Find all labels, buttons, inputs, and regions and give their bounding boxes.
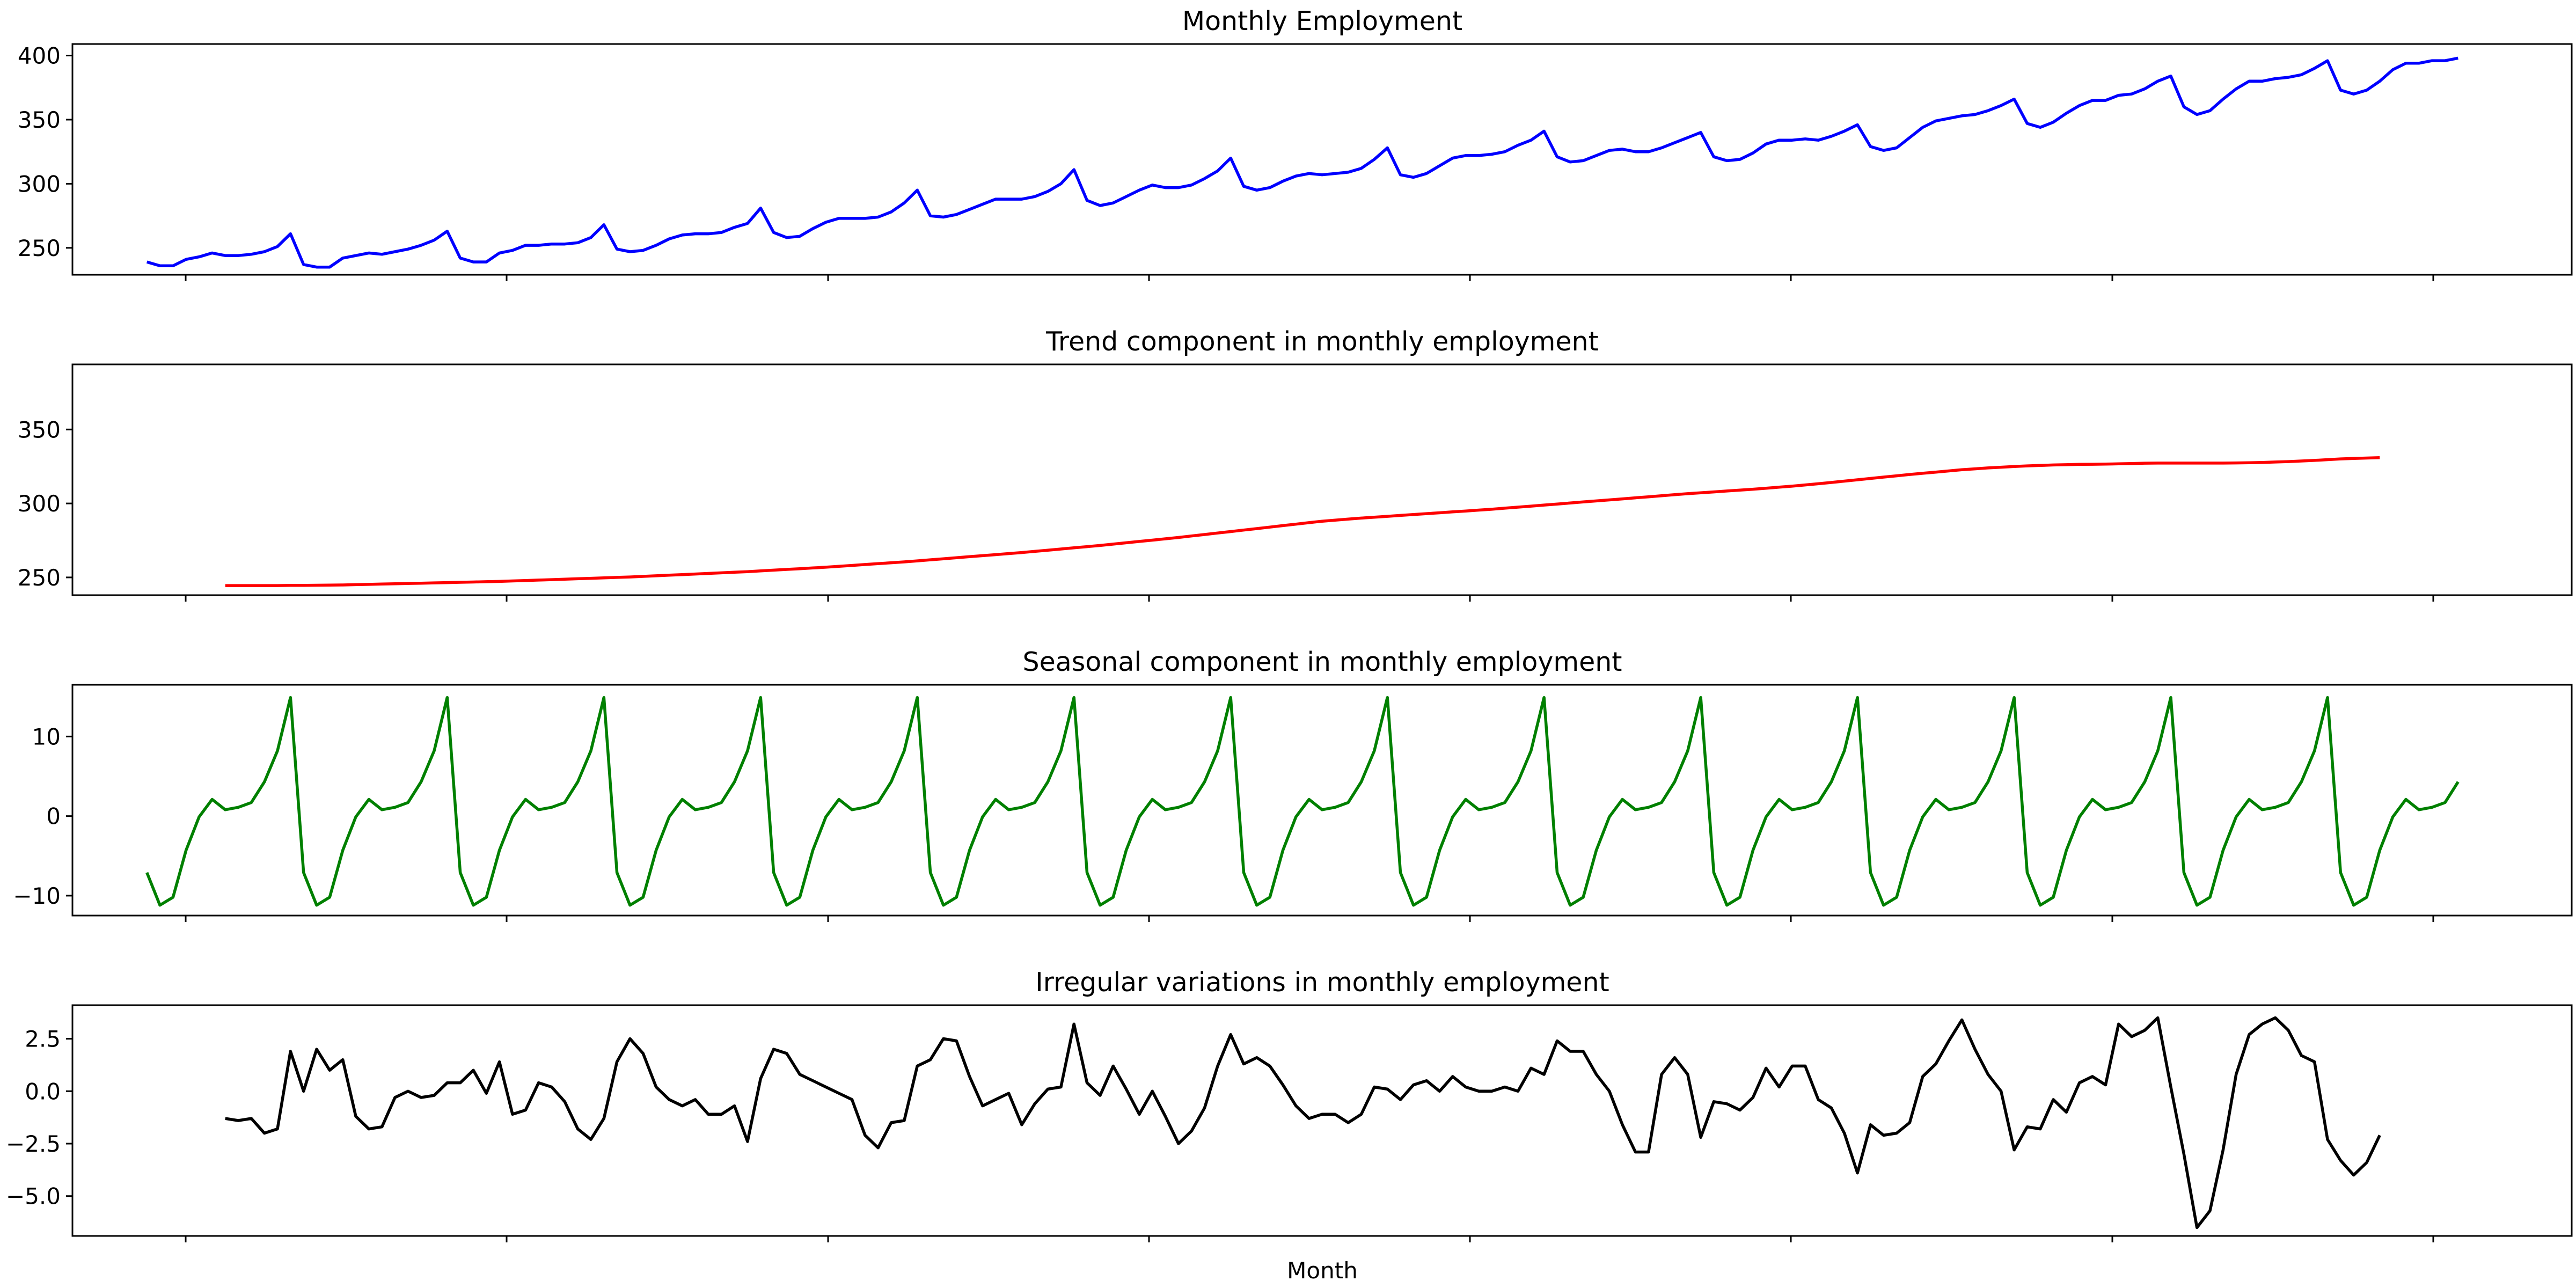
y-tick-label: 2.5: [25, 1026, 61, 1052]
plot-frame: [71, 43, 2573, 276]
panel-seasonal-component: Seasonal component in monthly employment…: [13, 647, 2573, 922]
axis-ticks: 250 300 350 400: [18, 43, 2434, 281]
y-tick-label: −2.5: [6, 1131, 61, 1157]
plot-frame: [71, 1004, 2573, 1237]
y-tick-label: −10: [13, 883, 61, 909]
y-tick-label: −5.0: [6, 1183, 61, 1210]
panel-title: Irregular variations in monthly employme…: [1035, 967, 1609, 998]
y-tick-label: 10: [32, 723, 61, 750]
panel-trend-component: Trend component in monthly employment 25…: [18, 326, 2573, 602]
y-tick-label: 0: [46, 803, 61, 830]
panel-title: Seasonal component in monthly employment: [1022, 647, 1622, 677]
y-tick-label: 250: [18, 565, 61, 591]
y-tick-label: 400: [18, 43, 61, 69]
irregular-line: [225, 1016, 2381, 1230]
x-axis-label: Month: [1287, 1257, 1358, 1284]
axis-ticks: −5.0 −2.5 0.0 2.5: [6, 1026, 2434, 1242]
axis-ticks: −10 0 10: [13, 723, 2434, 922]
axis-ticks: 250 300 350: [18, 416, 2434, 602]
employment-line: [146, 56, 2458, 269]
seasonal-line: [145, 696, 2460, 907]
panel-monthly-employment: Monthly Employment 250 300 350 400: [18, 6, 2573, 281]
y-tick-label: 300: [18, 171, 61, 197]
y-tick-label: 350: [18, 107, 61, 133]
y-tick-label: 250: [18, 235, 61, 261]
panel-title: Trend component in monthly employment: [1045, 326, 1599, 357]
y-tick-label: 0.0: [25, 1078, 61, 1104]
trend-line: [225, 456, 2380, 587]
panel-irregular-variations: Irregular variations in monthly employme…: [6, 967, 2573, 1242]
plot-frame: [71, 684, 2573, 917]
y-tick-label: 350: [18, 416, 61, 443]
panel-title: Monthly Employment: [1182, 6, 1462, 36]
y-tick-label: 300: [18, 491, 61, 517]
plot-frame: [71, 363, 2573, 596]
